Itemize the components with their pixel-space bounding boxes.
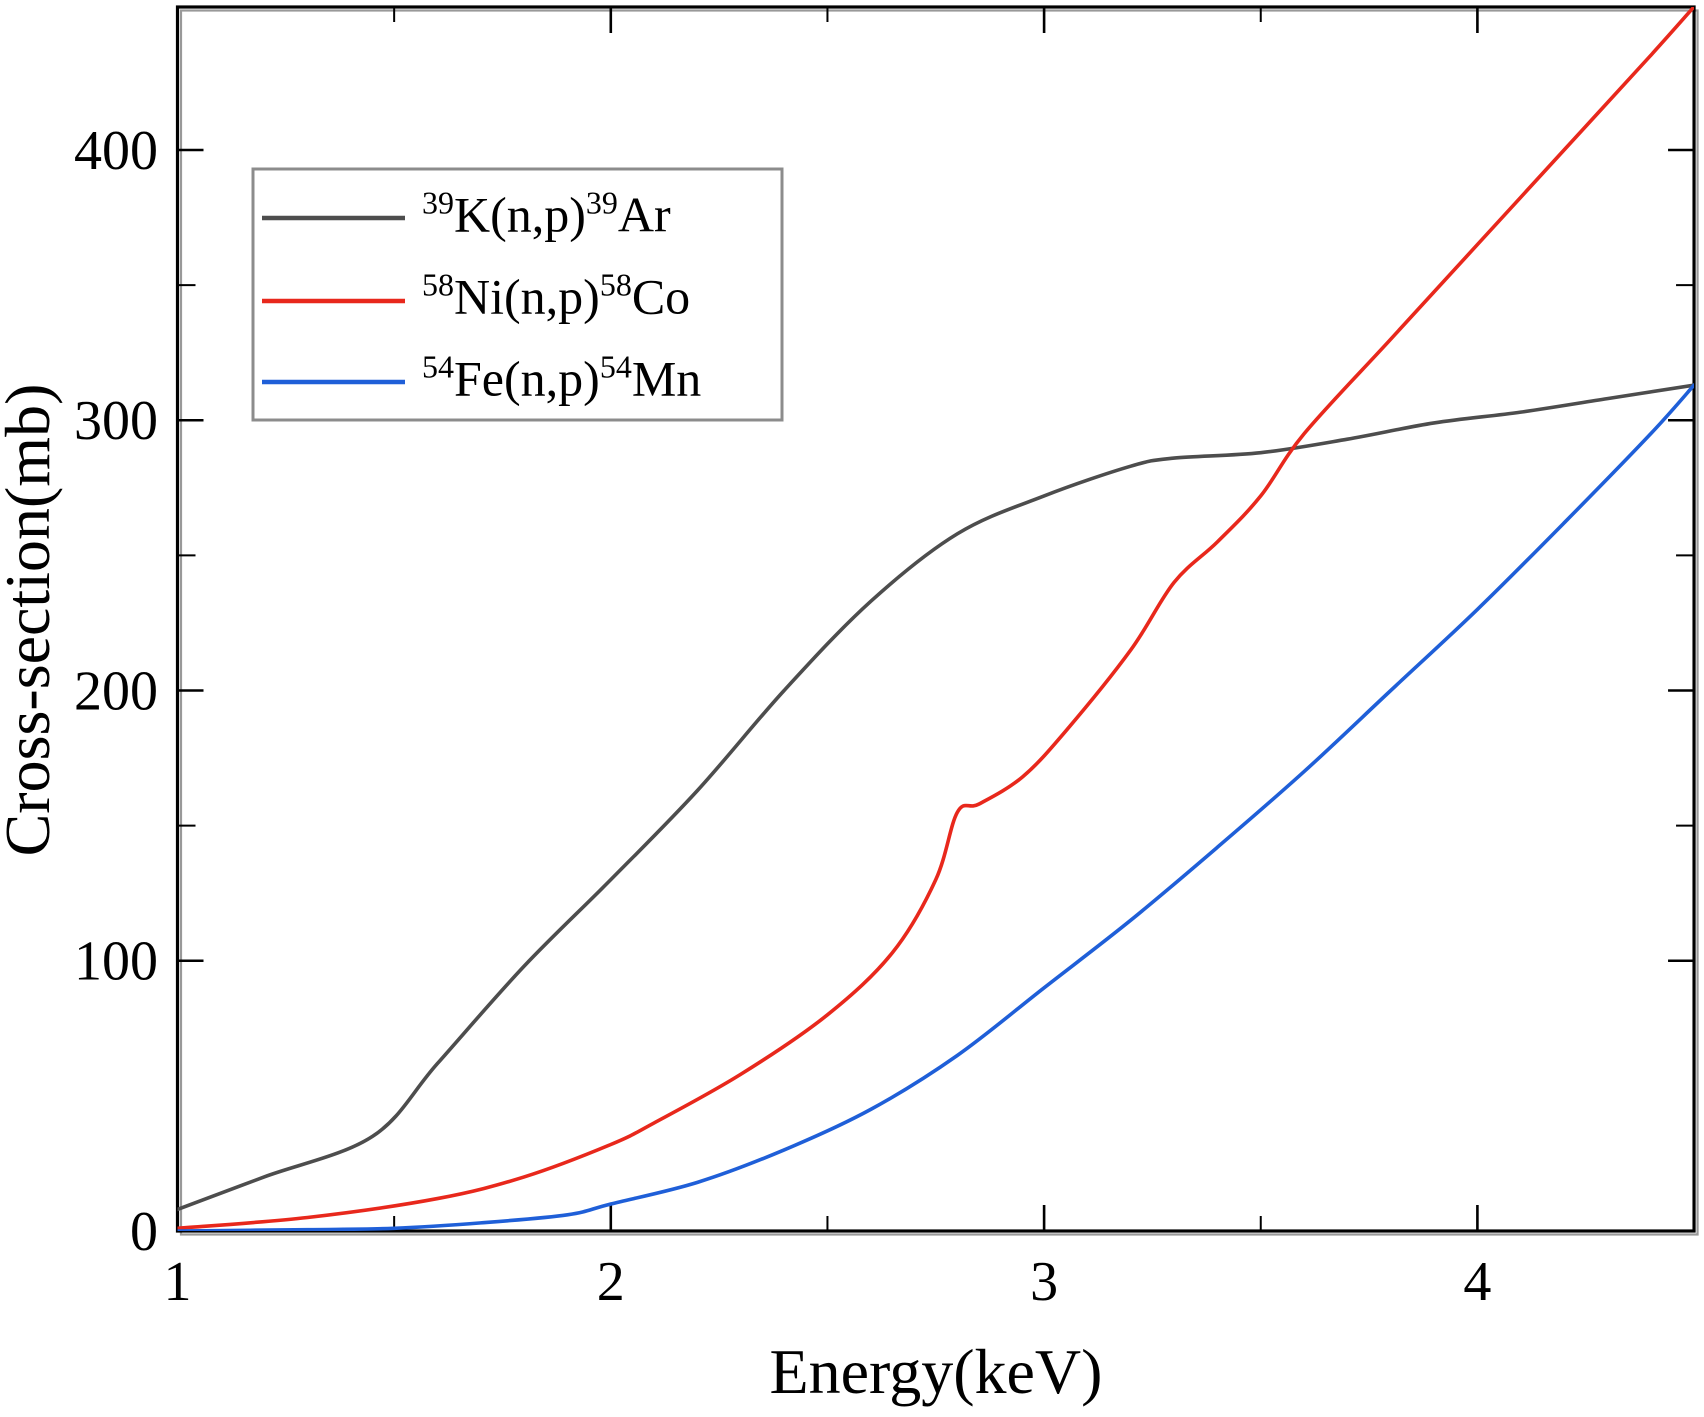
svg-text:2: 2 — [597, 1251, 625, 1313]
svg-text:39K(n,p)39Ar: 39K(n,p)39Ar — [422, 185, 671, 243]
svg-text:1: 1 — [164, 1251, 192, 1313]
svg-text:3: 3 — [1030, 1251, 1058, 1313]
svg-text:400: 400 — [74, 120, 158, 182]
svg-text:54Fe(n,p)54Mn: 54Fe(n,p)54Mn — [422, 349, 701, 407]
svg-text:58Ni(n,p)58Co: 58Ni(n,p)58Co — [422, 267, 690, 325]
svg-text:0: 0 — [130, 1201, 158, 1263]
svg-text:200: 200 — [74, 660, 158, 722]
svg-text:300: 300 — [74, 390, 158, 452]
svg-text:Energy(keV): Energy(keV) — [770, 1336, 1103, 1407]
svg-text:4: 4 — [1463, 1251, 1491, 1313]
svg-text:100: 100 — [74, 931, 158, 993]
svg-text:Cross-section(mb): Cross-section(mb) — [0, 384, 63, 857]
